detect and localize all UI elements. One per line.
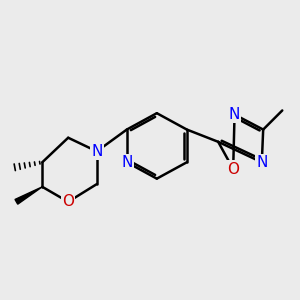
Text: N: N — [91, 144, 103, 159]
Text: O: O — [62, 194, 74, 209]
Text: N: N — [229, 107, 240, 122]
Text: O: O — [227, 162, 239, 177]
Polygon shape — [15, 187, 42, 204]
Text: N: N — [121, 155, 133, 170]
Text: N: N — [256, 155, 268, 170]
